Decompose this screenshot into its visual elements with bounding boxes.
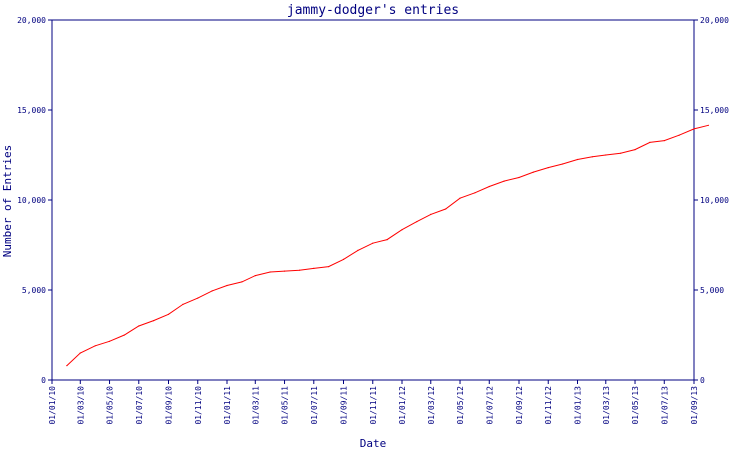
data-point xyxy=(445,208,447,210)
x-tick-label: 01/09/11 xyxy=(340,386,349,425)
data-point xyxy=(153,320,155,322)
data-point xyxy=(313,267,315,269)
x-tick-label: 01/01/13 xyxy=(573,386,582,425)
data-point xyxy=(226,284,228,287)
data-point xyxy=(707,124,709,126)
x-tick-label: 01/05/11 xyxy=(281,386,290,425)
data-point xyxy=(547,167,549,169)
data-point xyxy=(197,297,199,299)
data-point xyxy=(94,345,96,347)
y-tick-label-right: 0 xyxy=(700,376,705,385)
data-point xyxy=(503,180,505,182)
x-tick-label: 01/05/10 xyxy=(106,386,115,425)
data-point xyxy=(634,149,636,151)
data-point xyxy=(459,197,461,199)
y-tick-label-right: 5,000 xyxy=(700,286,724,295)
data-point xyxy=(241,281,243,283)
data-point xyxy=(518,176,520,179)
x-tick-label: 01/01/12 xyxy=(398,386,407,425)
x-tick-label: 01/01/10 xyxy=(48,386,57,425)
x-axis-label: Date xyxy=(360,437,387,450)
data-point xyxy=(138,325,140,327)
x-tick-label: 01/07/11 xyxy=(310,386,319,425)
series-points xyxy=(66,124,709,367)
x-axis: 01/01/10 01/03/10 01/05/10 01/07/10 01/09/10… xyxy=(48,380,699,425)
x-tick-label: 01/11/12 xyxy=(544,386,553,425)
data-point xyxy=(328,266,330,268)
data-point xyxy=(663,140,665,142)
data-point xyxy=(474,192,476,194)
x-tick-label: 01/09/10 xyxy=(165,386,174,425)
x-tick-label: 01/05/12 xyxy=(456,386,465,425)
data-point xyxy=(401,229,403,231)
y-axis-right: 0 5,000 10,000 15,000 20,000 xyxy=(694,16,729,385)
x-tick-label: 01/05/13 xyxy=(631,386,640,425)
y-tick-label-left: 20,000 xyxy=(17,16,46,25)
data-point xyxy=(678,134,680,136)
data-point xyxy=(532,171,534,173)
data-point xyxy=(342,258,345,260)
x-tick-label: 01/11/11 xyxy=(369,386,378,425)
x-tick-label: 01/09/12 xyxy=(515,386,524,425)
y-axis-label: Number of Entries xyxy=(1,145,14,258)
data-point xyxy=(372,242,374,244)
x-tick-label: 01/03/11 xyxy=(251,386,260,425)
data-point xyxy=(66,365,68,367)
data-point xyxy=(167,313,170,315)
y-tick-label-right: 15,000 xyxy=(700,106,729,115)
data-point xyxy=(357,249,359,251)
data-point xyxy=(254,275,256,277)
data-point xyxy=(649,141,651,143)
data-point xyxy=(416,221,418,223)
x-tick-label: 01/03/13 xyxy=(602,386,611,425)
data-point xyxy=(591,156,593,158)
data-point xyxy=(693,128,695,130)
data-point xyxy=(298,269,301,271)
data-point xyxy=(108,340,111,342)
y-tick-label-right: 20,000 xyxy=(700,16,729,25)
data-point xyxy=(182,303,184,305)
data-point xyxy=(576,158,579,161)
x-tick-label: 01/03/12 xyxy=(427,386,436,425)
y-tick-label-left: 5,000 xyxy=(22,286,46,295)
x-tick-label: 01/09/13 xyxy=(690,386,699,425)
x-tick-label: 01/11/10 xyxy=(194,386,203,425)
data-point xyxy=(269,271,271,273)
data-point xyxy=(605,154,607,156)
data-point xyxy=(562,163,564,165)
chart-title: jammy-dodger's entries xyxy=(287,3,459,18)
data-point xyxy=(283,270,286,272)
x-tick-label: 01/07/10 xyxy=(135,386,144,425)
data-point xyxy=(211,290,213,292)
data-point xyxy=(123,334,125,336)
x-tick-label: 01/01/11 xyxy=(223,386,232,425)
data-point xyxy=(79,352,81,354)
y-axis-left: 0 5,000 10,000 15,000 20,000 xyxy=(17,16,52,385)
x-tick-label: 01/07/12 xyxy=(485,386,494,425)
y-tick-label-left: 15,000 xyxy=(17,106,46,115)
data-point xyxy=(488,185,490,188)
data-point xyxy=(620,152,622,154)
x-tick-label: 01/07/13 xyxy=(660,386,669,425)
y-tick-label-left: 0 xyxy=(41,376,46,385)
data-point xyxy=(386,239,388,241)
y-tick-label-left: 10,000 xyxy=(17,196,46,205)
data-point xyxy=(430,213,432,215)
y-tick-label-right: 10,000 xyxy=(700,196,729,205)
x-tick-label: 01/03/10 xyxy=(76,386,85,425)
